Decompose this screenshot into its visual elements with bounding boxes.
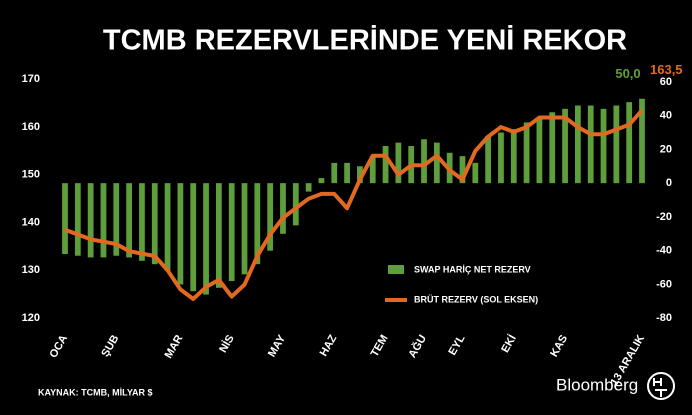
legend-label: BRÜT REZERV (SOL EKSEN)	[414, 294, 538, 304]
bar	[536, 119, 543, 184]
bar	[305, 183, 312, 192]
bar	[510, 129, 517, 184]
bar	[331, 162, 338, 184]
bar	[318, 178, 325, 184]
bar	[459, 156, 466, 184]
brand: Bloomberg	[556, 375, 638, 394]
bar	[575, 105, 581, 184]
y2-tick-label: -20	[656, 211, 672, 223]
bar	[241, 183, 248, 275]
bar	[549, 112, 556, 184]
bar	[74, 183, 81, 256]
bar	[485, 135, 492, 184]
y2-tick-label: -80	[656, 312, 672, 324]
y2-tick-label: 40	[660, 110, 672, 122]
bar	[382, 146, 389, 184]
bar	[215, 183, 222, 288]
bar	[280, 183, 286, 234]
logo	[647, 372, 675, 400]
chart-title: TCMB REZERVLERİNDE YENİ REKOR	[103, 25, 627, 57]
source: KAYNAK: TCMB, MİLYAR $	[38, 387, 153, 397]
bar	[190, 183, 197, 292]
bar	[626, 102, 633, 184]
bar	[254, 183, 261, 265]
y-tick-label: 140	[22, 216, 40, 228]
bar	[62, 183, 68, 255]
y-tick-label: 150	[22, 169, 40, 181]
bar	[562, 108, 568, 184]
y2-tick-label: 20	[660, 143, 672, 155]
bar	[587, 105, 594, 184]
bar	[395, 142, 402, 184]
bar	[433, 142, 440, 184]
y2-tick-label: -40	[656, 245, 672, 257]
bar	[177, 183, 184, 285]
y2-tick-label: 60	[660, 76, 672, 88]
line	[64, 109, 644, 301]
bar	[292, 183, 299, 226]
legend-swatch	[388, 265, 404, 274]
bar	[421, 139, 427, 184]
bar	[151, 183, 158, 265]
bar	[126, 183, 132, 258]
bar	[357, 166, 363, 184]
value-label: 50,0	[615, 66, 640, 81]
y-tick-label: 130	[22, 264, 40, 276]
bar	[472, 162, 479, 184]
bar	[139, 183, 145, 261]
y-tick-label: 120	[22, 312, 40, 324]
bar	[203, 183, 209, 295]
bar	[613, 105, 620, 184]
value-label: 163,5	[650, 62, 683, 77]
bar	[87, 183, 94, 258]
bar	[164, 183, 171, 271]
bar	[498, 132, 504, 184]
bar	[228, 183, 235, 282]
y-tick-label: 160	[22, 121, 40, 133]
legend-label: SWAP HARİÇ NET REZERV	[414, 264, 531, 274]
bar	[344, 162, 350, 184]
bar	[600, 108, 607, 184]
bar	[369, 156, 376, 184]
y2-tick-label: 0	[666, 177, 672, 189]
y2-tick-label: -60	[656, 278, 672, 290]
bar	[523, 122, 530, 184]
y-tick-label: 170	[22, 73, 40, 85]
bar	[267, 183, 274, 251]
bar	[639, 98, 645, 184]
bar	[100, 183, 107, 258]
bar	[113, 183, 120, 256]
